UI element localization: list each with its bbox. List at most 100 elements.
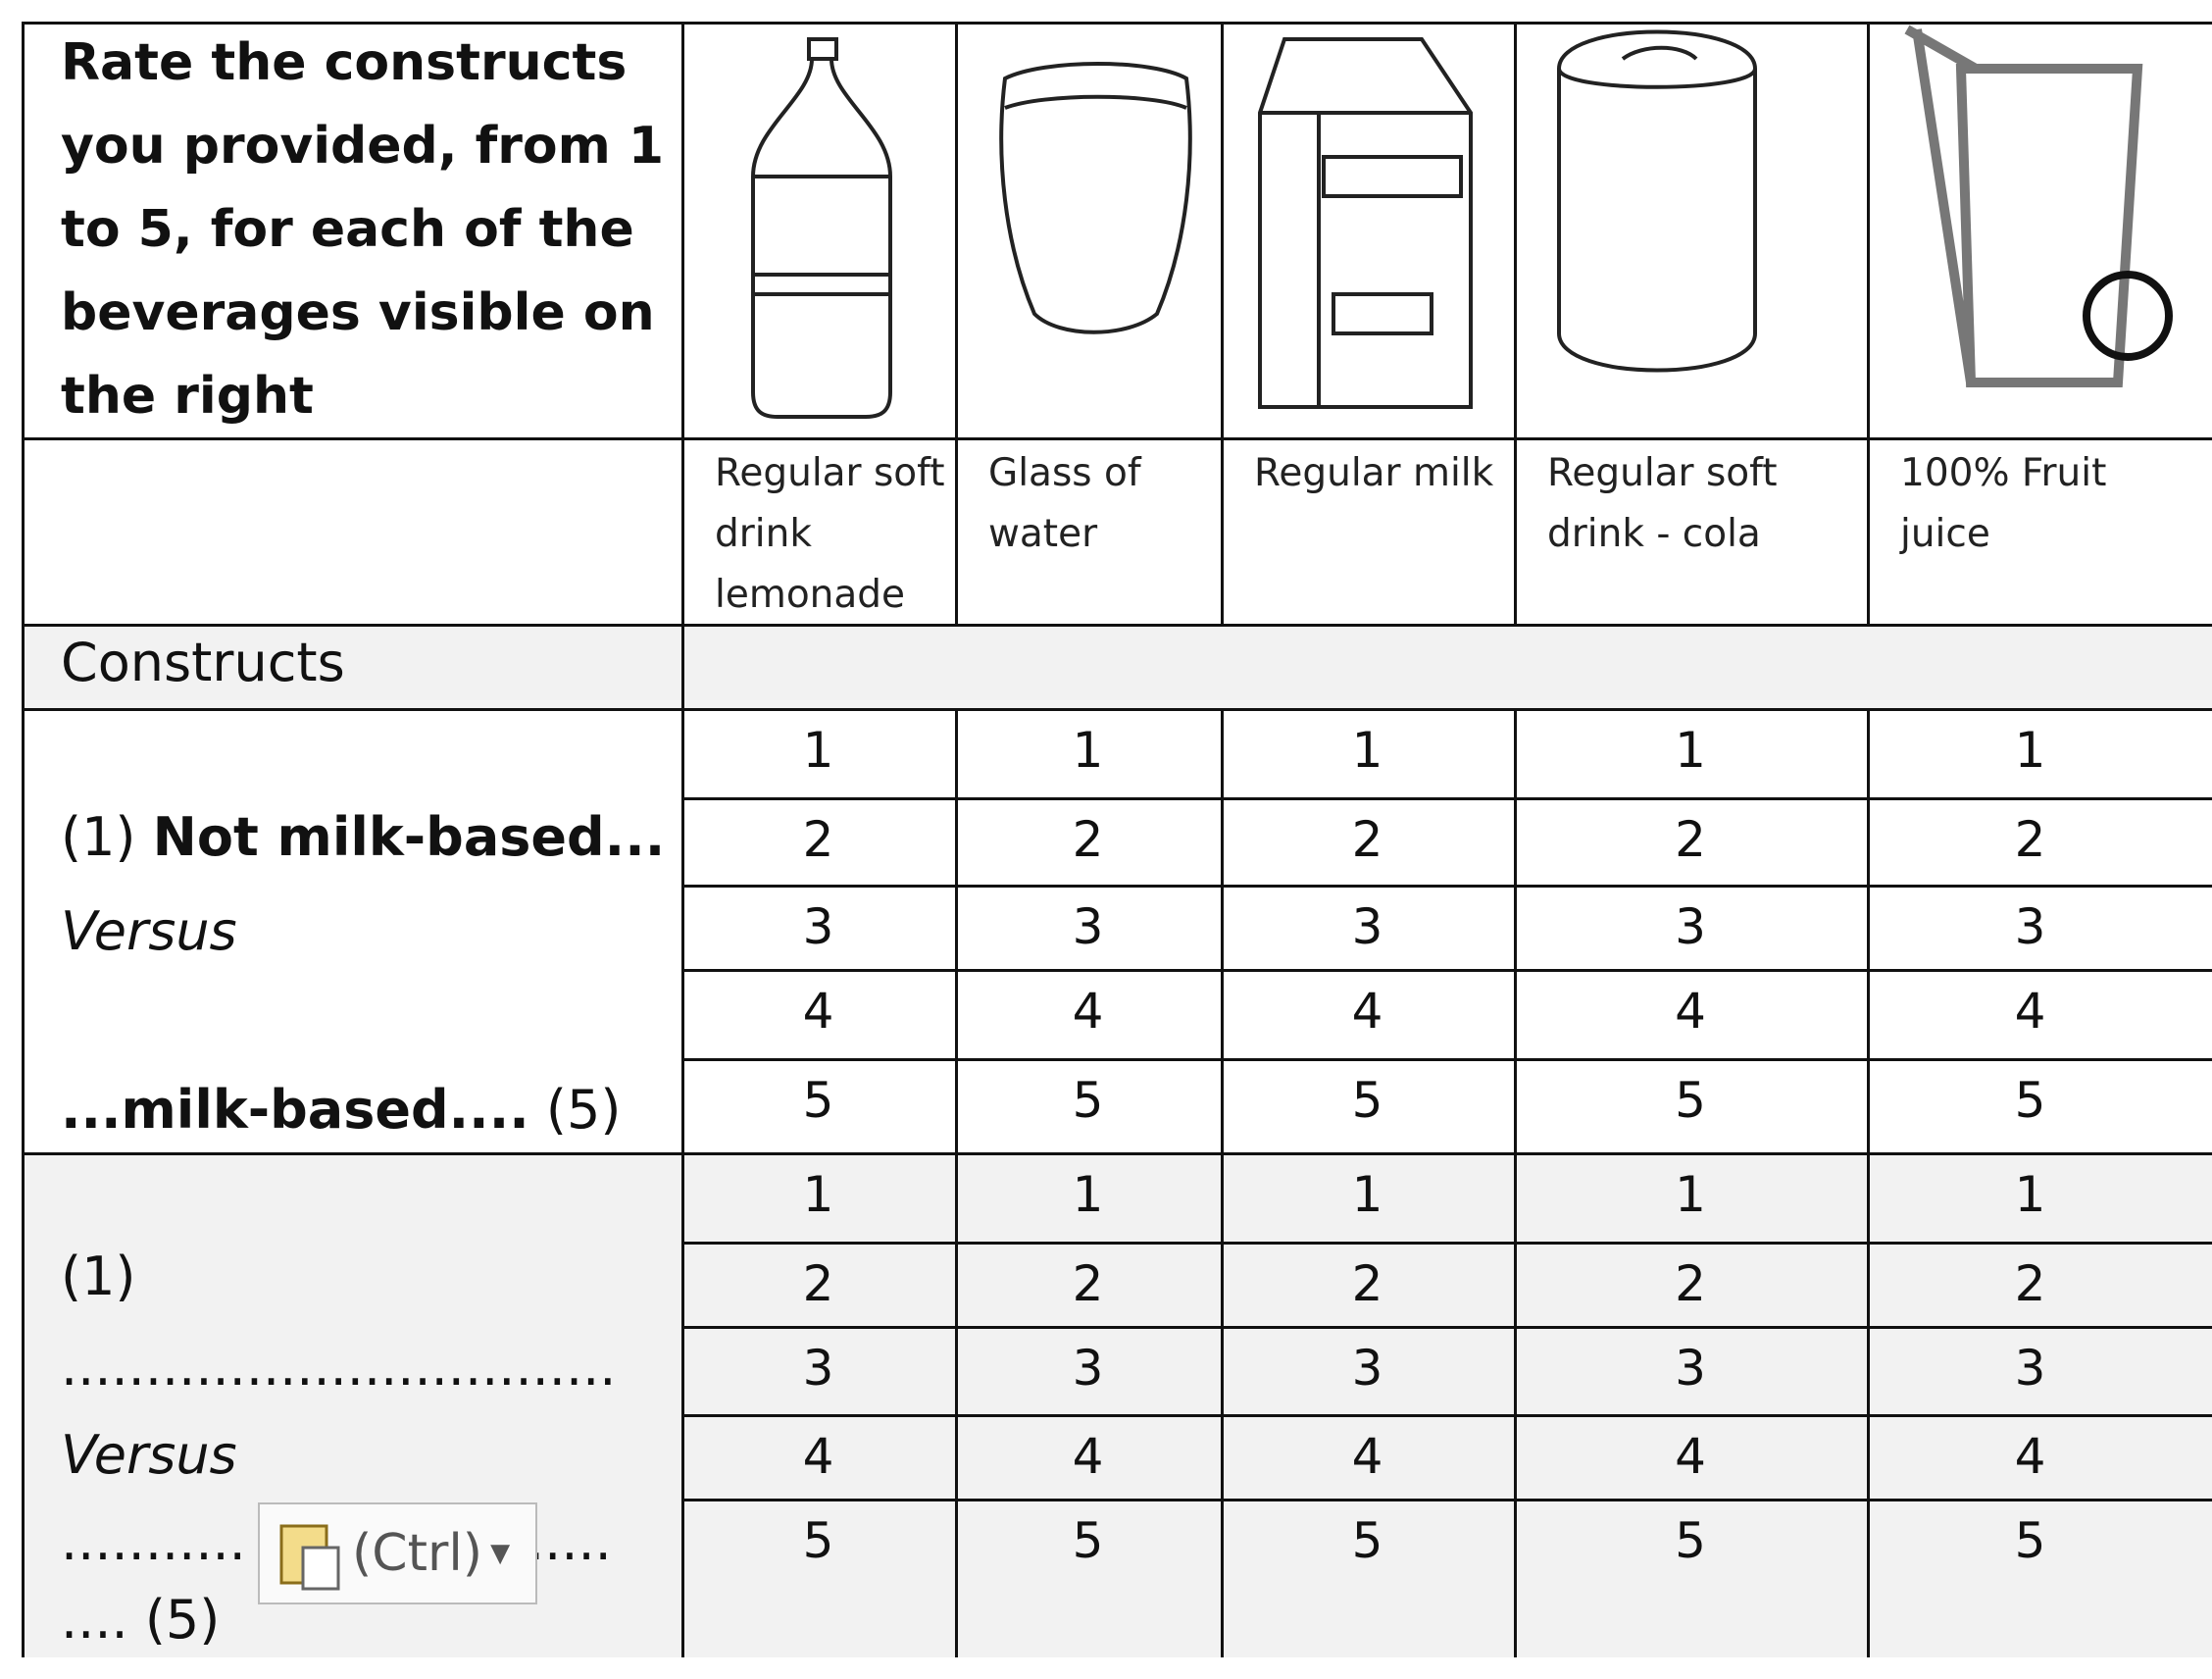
rating-value: 3 [1351,1340,1383,1397]
orange-icon [2083,271,2173,361]
paste-options-button[interactable]: (Ctrl) ▼ [258,1502,537,1604]
rating-value: 2 [802,811,834,868]
construct-line: (1) Not milk-based... [61,806,665,868]
rating-value: 5 [802,1072,834,1129]
rating-value: 5 [802,1512,834,1569]
construct-line: ................................. [61,1336,616,1398]
rating-value: 5 [1675,1512,1706,1569]
rating-value: 2 [2014,811,2046,868]
rating-value: 1 [1351,1166,1383,1223]
rating-value: 3 [2014,1340,2046,1397]
beverage-name: Regular milk [1254,451,1494,495]
row-line [681,1326,2212,1329]
rating-value: 5 [2014,1072,2046,1129]
rating-value: 1 [1675,1166,1706,1223]
rating-value: 2 [1351,1255,1383,1312]
construct-text: Not milk-based... [152,806,666,868]
can-icon [1556,29,1758,373]
grid-line [22,437,2212,440]
construct-line: Versus [61,1424,237,1486]
grid-line [1221,22,1224,624]
dropdown-arrow[interactable]: ▼ [490,1539,511,1568]
rating-value: 1 [802,722,834,779]
rating-value: 4 [1351,983,1383,1040]
grid-line [955,708,958,1657]
constructs-row-bg [22,624,2212,708]
rating-value: 1 [802,1166,834,1223]
rating-value: 2 [1351,811,1383,868]
rating-value: 1 [2014,1166,2046,1223]
construct-line: ...milk-based.... (5) [61,1079,621,1141]
rating-value: 1 [1072,1166,1104,1223]
rating-value: 3 [2014,898,2046,955]
row-line [681,1242,2212,1245]
rating-value: 2 [1675,811,1706,868]
construct-line: (1) [61,1246,136,1307]
rating-value: 4 [1072,1428,1104,1485]
construct-text: ........... [61,1510,246,1572]
rating-value: 5 [1351,1072,1383,1129]
row-line [681,1499,2212,1501]
grid-line [1867,708,1870,1657]
beverage-name: Regular soft drink lemonade [715,451,945,617]
rating-value: 3 [802,898,834,955]
grid-line [22,22,25,1657]
rating-value: 5 [1072,1512,1104,1569]
rating-value: 3 [1675,1340,1706,1397]
juice-glass-icon [1904,25,2143,387]
rating-value: 4 [1072,983,1104,1040]
milk-carton-icon [1258,37,1473,409]
paste-label[interactable]: (Ctrl) [352,1524,483,1583]
rating-value: 5 [1072,1072,1104,1129]
rating-value: 1 [1675,722,1706,779]
construct-text: (1) [61,806,153,868]
row-line [681,885,2212,888]
bottle-icon [751,37,892,419]
construct-text: Versus [61,900,237,962]
beverage-name: Regular soft drink - cola [1547,451,1778,556]
beverage-icons [751,25,2173,419]
rating-value: 5 [1351,1512,1383,1569]
paste-icon [279,1524,340,1591]
instruction: Rate the constructs you provided, from 1… [61,33,665,426]
grid-line [1221,708,1224,1657]
grid-line [22,1152,2212,1155]
beverage-name: Glass of water [988,451,1141,556]
grid-line [1514,22,1517,624]
rating-value: 3 [1072,1340,1104,1397]
rating-value: 2 [1072,1255,1104,1312]
rating-value: 2 [1675,1255,1706,1312]
grid-line [22,708,2212,711]
construct-text: Versus [61,1424,237,1486]
grid-line [22,22,2212,25]
rating-value: 3 [802,1340,834,1397]
rating-value: 5 [1675,1072,1706,1129]
grid-line [1867,22,1870,624]
grid-line [681,22,684,1657]
construct-text: (1) [61,1246,136,1307]
rating-value: 4 [802,1428,834,1485]
construct-text: ...milk-based.... [61,1079,529,1141]
rating-value: 4 [1675,1428,1706,1485]
constructs-label: Constructs [61,632,345,693]
rating-value: 2 [802,1255,834,1312]
row-line [681,1414,2212,1417]
construct-line: Versus [61,900,237,962]
rating-value: 2 [2014,1255,2046,1312]
rating-value: 4 [802,983,834,1040]
rating-value: 1 [1072,722,1104,779]
grid-line [22,624,2212,627]
rating-value: 1 [2014,722,2046,779]
construct-text: .... (5) [61,1589,221,1651]
construct-line: .... (5) [61,1589,220,1651]
rating-value: 4 [1675,983,1706,1040]
construct-text: ................................. [61,1336,617,1398]
rating-value: 3 [1072,898,1104,955]
row-line [681,797,2212,800]
beverage-name: 100% Fruit juice [1900,451,2107,556]
rating-value: 4 [2014,1428,2046,1485]
rating-value: 5 [2014,1512,2046,1569]
rating-value: 2 [1072,811,1104,868]
row-line [681,969,2212,972]
